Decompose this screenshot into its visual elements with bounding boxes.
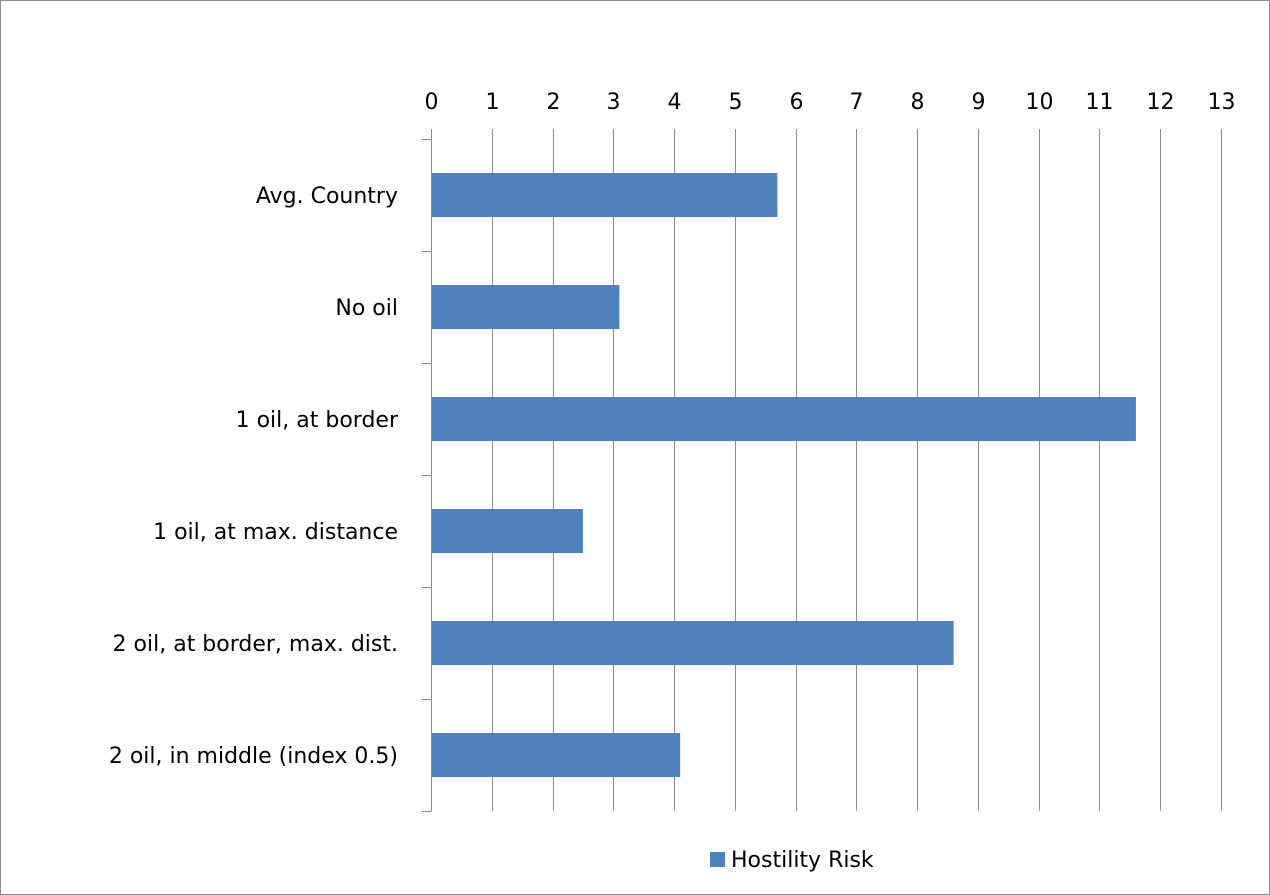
x-tick-label: 11: [1086, 90, 1114, 115]
bar: [432, 173, 778, 217]
category-label: Avg. Country: [256, 184, 398, 209]
bar: [432, 285, 620, 329]
category-label: 1 oil, at max. distance: [153, 520, 398, 545]
x-tick-label: 9: [972, 90, 986, 115]
gridlines: [492, 129, 1222, 811]
x-tick-label: 3: [607, 90, 621, 115]
category-label: No oil: [335, 296, 398, 321]
bar: [432, 621, 954, 665]
x-tick-label: 5: [729, 90, 743, 115]
axes: [421, 129, 1222, 812]
x-tick-label: 13: [1208, 90, 1236, 115]
legend-swatch: [710, 852, 725, 867]
bars: [432, 173, 1136, 777]
x-tick-label: 12: [1147, 90, 1175, 115]
x-tick-label: 8: [911, 90, 925, 115]
x-tick-label: 6: [790, 90, 804, 115]
legend-label: Hostility Risk: [731, 848, 874, 873]
bar: [432, 733, 681, 777]
x-tick-label: 1: [486, 90, 500, 115]
legend: Hostility Risk: [710, 848, 874, 873]
x-tick-label: 2: [547, 90, 561, 115]
x-tick-labels: 0 1 2 3 4 5 6 7 8 9 10 11 12 13: [425, 90, 1236, 115]
category-labels: Avg. Country No oil 1 oil, at border 1 oil,…: [109, 184, 399, 769]
x-tick-label: 10: [1026, 90, 1054, 115]
x-tick-label: 4: [668, 90, 682, 115]
x-tick-label: 7: [850, 90, 864, 115]
x-tick-label: 0: [425, 90, 439, 115]
bar: [432, 509, 583, 553]
category-label: 2 oil, in middle (index 0.5): [109, 744, 398, 769]
bar: [432, 397, 1136, 441]
category-label: 2 oil, at border, max. dist.: [113, 632, 398, 657]
category-label: 1 oil, at border: [236, 408, 399, 433]
